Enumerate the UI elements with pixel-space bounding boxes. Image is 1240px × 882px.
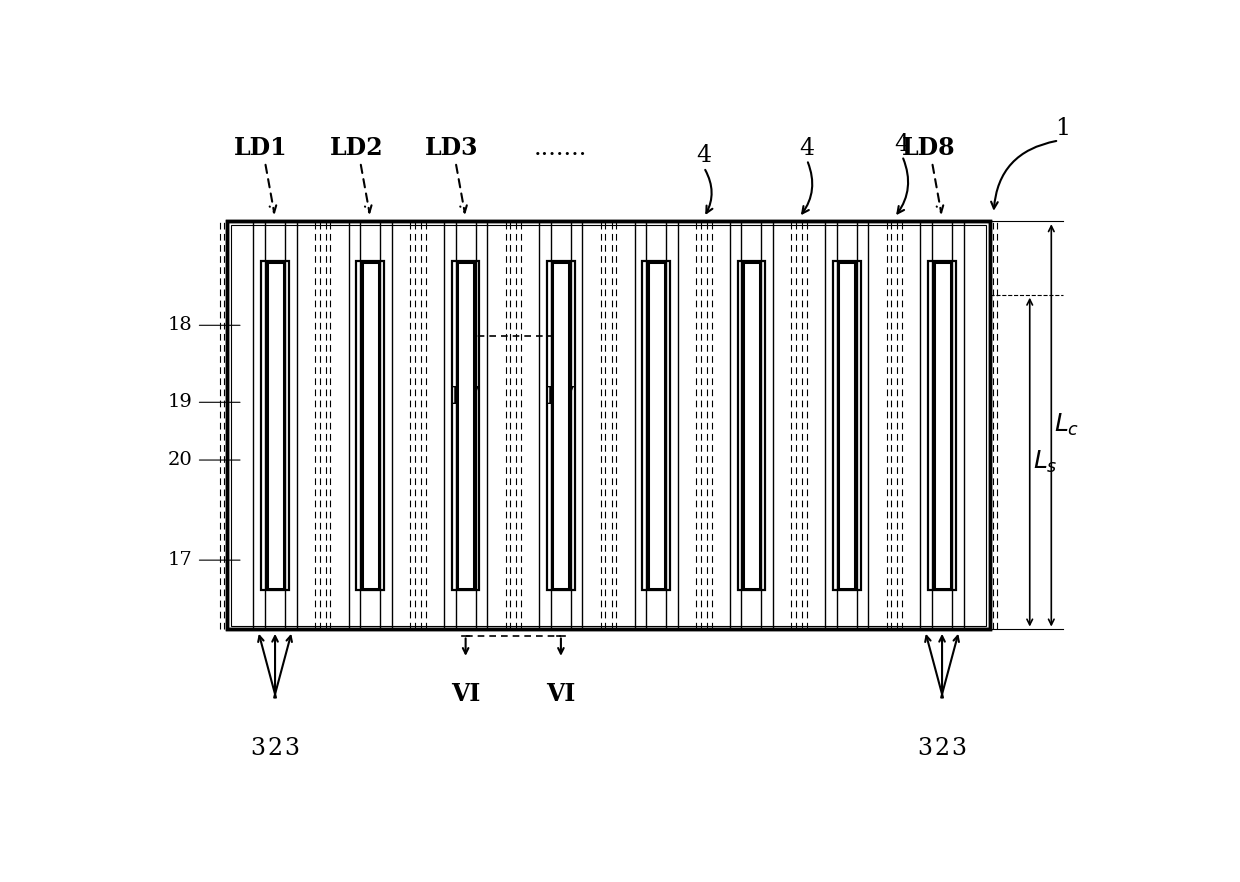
- Text: IV: IV: [451, 385, 480, 409]
- Text: 19: 19: [167, 393, 192, 411]
- Text: LD3: LD3: [425, 136, 479, 161]
- Text: 3: 3: [284, 737, 300, 760]
- Bar: [231, 225, 986, 625]
- Bar: [262, 260, 289, 590]
- Bar: [227, 221, 990, 630]
- Text: $L_s$: $L_s$: [1033, 449, 1058, 475]
- Bar: [833, 260, 861, 590]
- Text: VI: VI: [546, 682, 575, 706]
- Bar: [458, 262, 474, 588]
- Text: 2: 2: [935, 737, 950, 760]
- Text: 17: 17: [167, 551, 192, 569]
- Text: LD1: LD1: [234, 136, 288, 161]
- Text: VI: VI: [451, 682, 480, 706]
- Bar: [267, 262, 284, 588]
- Bar: [743, 262, 760, 588]
- Bar: [356, 260, 384, 590]
- Bar: [934, 262, 951, 588]
- Bar: [738, 260, 765, 590]
- Bar: [929, 260, 956, 590]
- Bar: [642, 260, 670, 590]
- Bar: [553, 262, 569, 588]
- Bar: [547, 260, 575, 590]
- Text: 4: 4: [894, 133, 910, 156]
- Text: 20: 20: [167, 451, 192, 469]
- Text: 3: 3: [250, 737, 265, 760]
- Text: LD8: LD8: [901, 136, 955, 161]
- Text: .......: .......: [534, 137, 588, 160]
- Text: 3: 3: [918, 737, 932, 760]
- Bar: [647, 262, 665, 588]
- Text: 3: 3: [951, 737, 966, 760]
- Bar: [838, 262, 856, 588]
- Text: 18: 18: [167, 317, 192, 334]
- Text: LD2: LD2: [330, 136, 383, 161]
- Text: 1: 1: [1055, 117, 1070, 140]
- Bar: [362, 262, 378, 588]
- Bar: [227, 221, 990, 630]
- Text: 2: 2: [268, 737, 283, 760]
- Text: 4: 4: [800, 137, 815, 160]
- Text: IV: IV: [546, 385, 575, 409]
- Text: $L_c$: $L_c$: [1054, 412, 1080, 438]
- Bar: [451, 260, 480, 590]
- Text: 4: 4: [697, 145, 712, 168]
